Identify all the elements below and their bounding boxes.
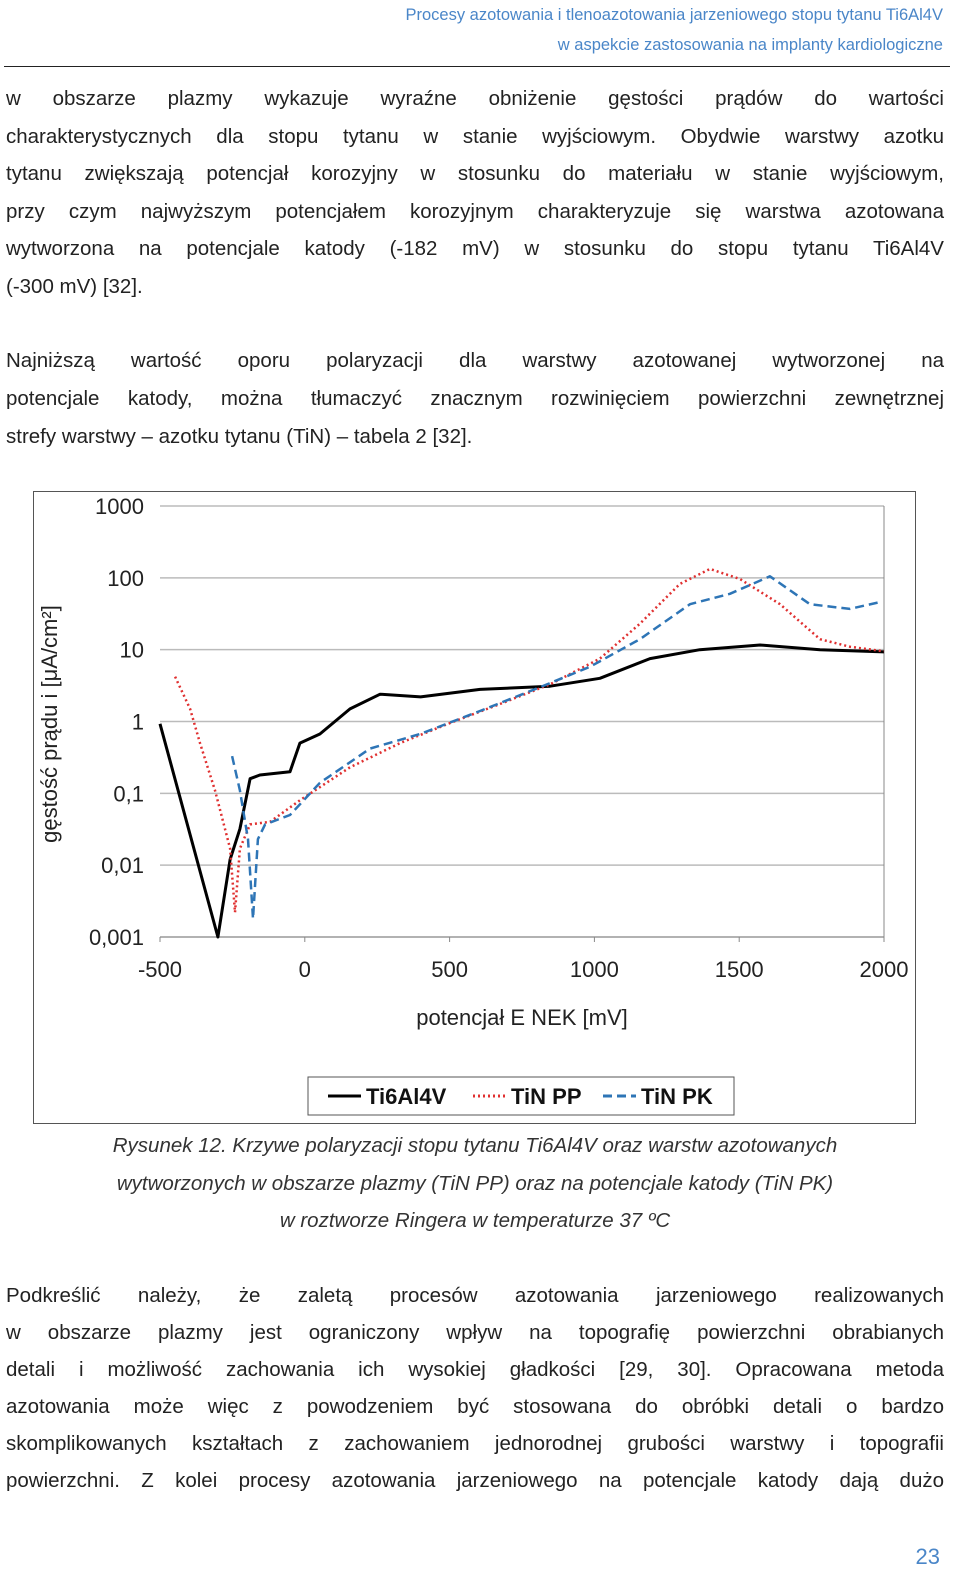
y-tick-label: 1 (132, 710, 144, 735)
caption-line: wytworzonych w obszarze plazmy (TiN PP) … (116, 1172, 834, 1195)
text-line: wytworzona na potencjale katody (-182 mV… (6, 237, 944, 261)
text-line: tytanu zwiększają potencjał korozyjny w … (6, 162, 944, 186)
x-tick-label: 1000 (570, 957, 619, 982)
x-tick-label: -500 (138, 957, 182, 982)
x-tick-label: 500 (431, 957, 468, 982)
text-line: Podkreślić należy, że zaletą procesów az… (6, 1284, 944, 1307)
legend-label: TiN PK (641, 1084, 713, 1109)
x-tick-label: 2000 (860, 957, 909, 982)
text-line: strefy warstwy – azotku tytanu (TiN) – t… (6, 425, 473, 448)
page-number: 23 (915, 1544, 940, 1569)
y-tick-label: 0,1 (113, 781, 144, 806)
y-tick-label: 0,001 (89, 925, 144, 950)
caption-line: w roztworze Ringera w temperaturze 37 ºC (279, 1209, 671, 1232)
series-line (173, 567, 885, 914)
chart: 0,001 0,01 0,1 1 10 100 1000 -500 0 500 1000 1500 20… (33, 491, 916, 1124)
y-axis-label: gęstość prądu i [μA/cm²] (37, 605, 62, 843)
x-tick-label: 1500 (715, 957, 764, 982)
text-line: charakterystycznych dla stopu tytanu w s… (6, 124, 944, 148)
text-line: Najniższą wartość oporu polaryzacji dla … (6, 349, 944, 372)
text-line: azotowania może więc z powodzeniem być s… (6, 1395, 944, 1418)
text-line: w obszarze plazmy wykazuje wyraźne obniż… (6, 87, 944, 110)
y-tick-label: 1000 (95, 494, 144, 519)
text-line: (-300 mV) [32]. (6, 275, 143, 298)
caption-line: Rysunek 12. Krzywe polaryzacji stopu tyt… (112, 1134, 838, 1157)
legend-label: TiN PP (511, 1084, 582, 1109)
header-line: w aspekcie zastosowania na implanty kard… (557, 36, 943, 54)
chart-frame (33, 491, 916, 1124)
legend-box (307, 1076, 735, 1116)
header-line: Procesy azotowania i tlenoazotowania jar… (405, 6, 944, 24)
text-line: potencjale katody, można tłumaczyć znacz… (6, 387, 944, 410)
series-line (158, 643, 885, 939)
y-tick-label: 0,01 (101, 853, 144, 878)
y-tick-label: 10 (120, 638, 144, 663)
text-line: detali i możliwość zachowania ich wysoki… (6, 1358, 944, 1381)
text-line: powierzchni. Z kolei procesy azotowania … (6, 1469, 944, 1492)
text-line: przy czym najwyższym potencjałem korozyj… (6, 199, 944, 223)
header-rule (4, 66, 950, 67)
legend-label: Ti6Al4V (366, 1084, 447, 1109)
x-axis-label: potencjał E NEK [mV] (416, 1005, 628, 1030)
text-line: w obszarze plazmy jest ograniczony wpływ… (6, 1321, 944, 1344)
y-tick-label: 100 (107, 566, 144, 591)
text-line: skomplikowanych kształtach z zachowaniem… (6, 1432, 944, 1455)
x-tick-label: 0 (299, 957, 311, 982)
